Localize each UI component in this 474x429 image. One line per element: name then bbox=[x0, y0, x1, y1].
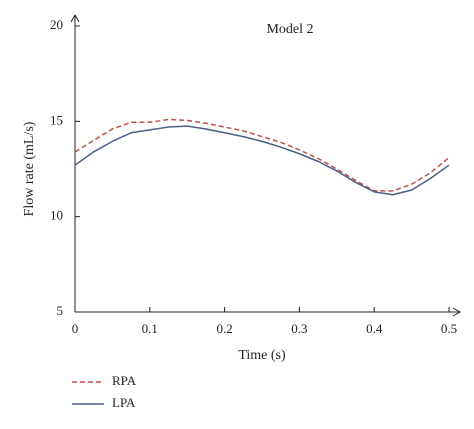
legend-label: RPA bbox=[112, 373, 137, 388]
axes bbox=[70, 13, 462, 317]
y-tick-label: 10 bbox=[50, 208, 63, 223]
x-tick-label: 0.3 bbox=[291, 321, 307, 336]
x-axis-label: Time (s) bbox=[238, 348, 286, 363]
x-tick-label: 0.5 bbox=[441, 321, 457, 336]
line-series bbox=[74, 118, 450, 192]
y-axis-label: Flow rate (mL/s) bbox=[22, 121, 37, 216]
x-tick-label: 0 bbox=[72, 321, 79, 336]
x-tick-label: 0.1 bbox=[142, 321, 158, 336]
legend-label: LPA bbox=[112, 395, 136, 410]
line-series bbox=[74, 125, 450, 196]
y-tick-label: 15 bbox=[50, 112, 63, 127]
y-tick-label: 20 bbox=[50, 17, 63, 32]
y-tick-label: 5 bbox=[57, 303, 64, 318]
chart-title: Model 2 bbox=[266, 22, 313, 37]
x-tick-label: 0.4 bbox=[366, 321, 383, 336]
x-tick-label: 0.2 bbox=[216, 321, 232, 336]
